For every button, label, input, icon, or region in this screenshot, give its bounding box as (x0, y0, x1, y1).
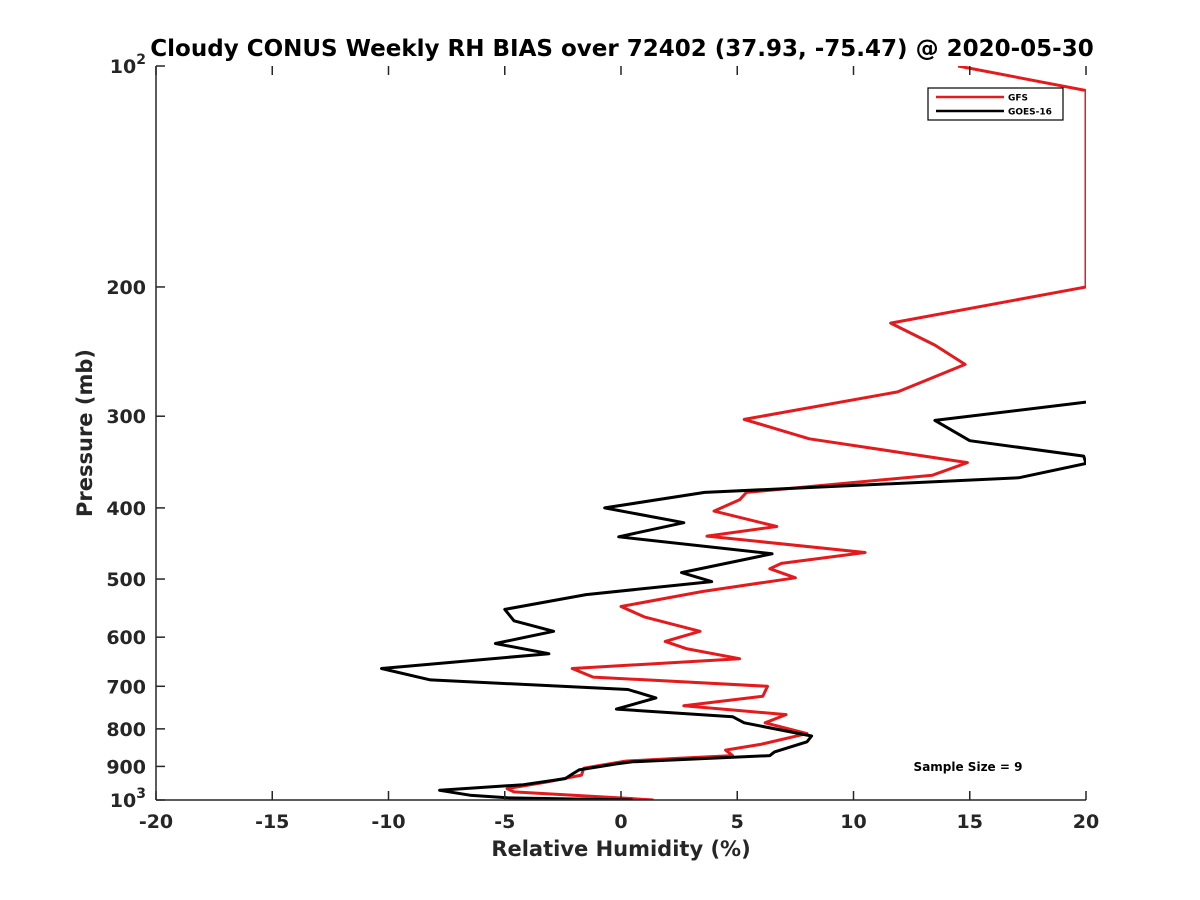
x-tick-label: -5 (494, 811, 515, 833)
x-tick-label: 0 (614, 811, 627, 833)
x-tick-label: -15 (255, 811, 289, 833)
y-tick-exponent: 3 (136, 786, 146, 802)
sample-size-annotation: Sample Size = 9 (914, 760, 1023, 774)
x-tick-label: -10 (371, 811, 405, 833)
x-tick-label: 10 (840, 811, 866, 833)
legend-label: GFS (1008, 94, 1028, 104)
x-ticks: -20 -15 -10 -5 0 5 10 15 20 (139, 66, 1099, 833)
x-tick-label: 20 (1073, 811, 1099, 833)
y-axis-label: Pressure (mb) (73, 349, 97, 517)
legend-box (927, 87, 1064, 121)
y-tick-base: 10 (110, 56, 136, 78)
series-line-goes-16 (380, 400, 1086, 800)
y-tick-label: 500 (106, 569, 146, 591)
y-tick-label: 900 (106, 756, 146, 778)
x-axis-label: Relative Humidity (%) (491, 837, 750, 861)
y-tick-label: 400 (106, 498, 146, 520)
y-tick-label: 600 (106, 627, 146, 649)
x-tick-label: 5 (731, 811, 744, 833)
y-tick-exponent: 2 (136, 52, 146, 68)
y-tick-label: 700 (106, 676, 146, 698)
y-tick-label: 200 (106, 277, 146, 299)
y-tick-label: 800 (106, 719, 146, 741)
chart-title: Cloudy CONUS Weekly RH BIAS over 72402 (… (150, 36, 1093, 62)
y-tick-label: 102 (110, 52, 146, 78)
legend-label: GOES-16 (1008, 108, 1052, 118)
x-tick-label: 15 (957, 811, 983, 833)
y-tick-base: 10 (110, 790, 136, 812)
y-tick-label: 300 (106, 406, 146, 428)
x-tick-label: -20 (139, 811, 173, 833)
y-tick-label: 103 (110, 786, 146, 812)
legend: GFS GOES-16 (927, 87, 1064, 121)
series-layer (380, 66, 1086, 800)
